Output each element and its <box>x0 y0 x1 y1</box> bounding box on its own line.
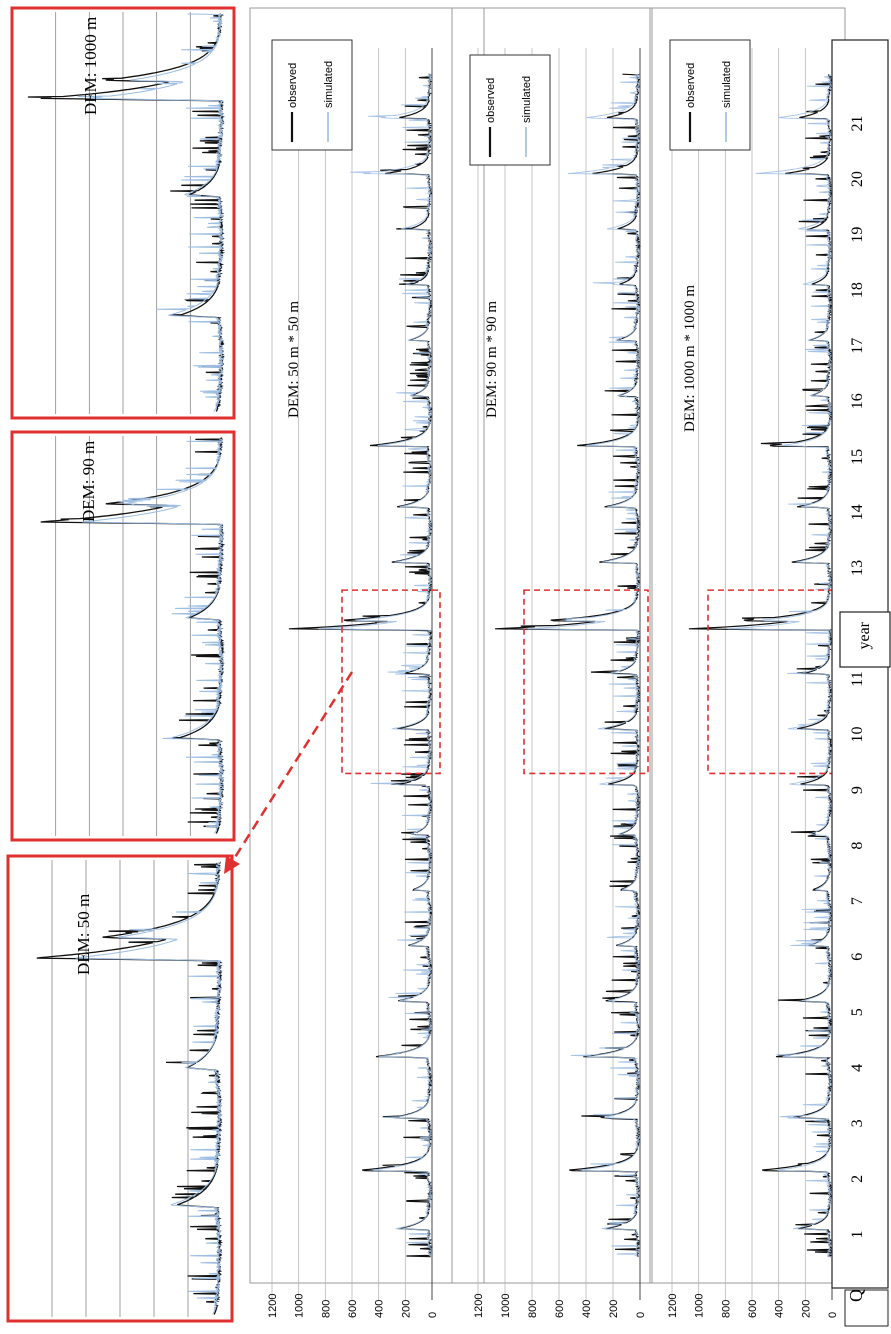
legend-panel-3: observed simulated <box>669 39 751 151</box>
y-tick-label: 400 <box>374 1300 386 1318</box>
x-tick-label: 6 <box>849 953 866 961</box>
zoom-series-simulated-1 <box>75 861 223 1315</box>
legend-simulated-label-1: simulated <box>323 61 335 108</box>
legend-observed-label-3: observed <box>685 63 697 108</box>
y-tick-label: 200 <box>608 1300 620 1318</box>
zoom-series-simulated-3 <box>77 13 225 412</box>
legend-panel-1: observed simulated <box>271 39 353 151</box>
x-tick-label: 7 <box>849 897 866 905</box>
zoom-arrow <box>230 671 354 863</box>
zoom-title-3: DEM: 1000 m <box>81 17 100 115</box>
panel-frames <box>249 7 846 1284</box>
main-panels: 1200 1000 800 600 400 200 0 1200 1000 800 600 400 20… <box>224 48 841 1318</box>
title-panel-1: DEM: 50 m * 50 m <box>286 301 302 418</box>
y-tick-label: 400 <box>581 1300 593 1318</box>
chart-panel-1: 1200 1000 800 600 400 200 0 <box>267 48 441 1318</box>
x-tick-label: 13 <box>849 560 866 576</box>
x-tick-label: 15 <box>849 449 866 465</box>
y-tick-label: 1200 <box>667 1294 679 1318</box>
x-tick-label: 11 <box>849 671 866 686</box>
zoom-panel-3 <box>10 6 236 420</box>
panel-frame-3 <box>649 7 846 1284</box>
series-simulated-2 <box>527 73 641 1258</box>
legend-simulated-label-2: simulated <box>521 76 533 123</box>
chart-panel-2: 1200 1000 800 600 400 200 0 <box>473 48 649 1318</box>
y-tick-label: 800 <box>720 1300 732 1318</box>
shared-axis: 123456789101112131415161718192021 <box>831 39 889 1327</box>
title-panel-3: DEM: 1000 m * 1000 m <box>682 285 698 432</box>
y-tick-label: 1000 <box>500 1294 512 1318</box>
x-tick-label: 2 <box>849 1175 866 1183</box>
y-tick-label: 800 <box>527 1300 539 1318</box>
title-panel-2: DEM: 90 m * 90 m <box>484 301 500 418</box>
xlabel: year <box>856 621 873 649</box>
x-tick-label: 17 <box>849 338 866 354</box>
series-simulated-3 <box>727 73 833 1258</box>
panel-frame-1 <box>249 7 485 1284</box>
zoom-panel-1 <box>6 854 234 1323</box>
x-tick-label: 20 <box>849 171 866 187</box>
x-tick-label: 14 <box>849 504 866 520</box>
y-tick-label: 0 <box>427 1312 439 1318</box>
zoom-panel-2 <box>10 430 236 842</box>
zoom-title-1: DEM: 50 m <box>74 894 93 975</box>
zoom-panels <box>6 6 236 1323</box>
xlabel-box <box>839 611 891 668</box>
ylabel-box <box>844 1289 889 1327</box>
legend-observed-label-1: observed <box>287 63 299 108</box>
x-tick-label: 4 <box>849 1064 866 1072</box>
series-observed-2 <box>495 73 642 1258</box>
chart-panel-3: 1200 1000 800 600 400 200 0 <box>667 48 841 1318</box>
series-simulated-1 <box>318 73 433 1257</box>
ylabel: Q <box>846 1289 866 1302</box>
x-tick-label: 8 <box>849 842 866 850</box>
y-tick-label: 600 <box>554 1300 566 1318</box>
zoom-arrow-head <box>224 856 240 874</box>
y-tick-label: 0 <box>827 1312 839 1318</box>
x-tick-label: 18 <box>849 282 866 298</box>
zoom-title-2: DEM: 90 m <box>79 441 98 522</box>
y-tick-label: 0 <box>635 1312 647 1318</box>
panel-frame-2 <box>451 7 653 1284</box>
x-tick-label: 21 <box>849 116 866 132</box>
series-observed-3 <box>688 74 834 1258</box>
legend-panel-2: observed simulated <box>469 54 551 166</box>
y-tick-label: 1000 <box>694 1294 706 1318</box>
y-tick-label: 600 <box>347 1300 359 1318</box>
y-tick-label: 1000 <box>294 1294 306 1318</box>
x-tick-label: 9 <box>849 786 866 794</box>
y-tick-label: 200 <box>400 1300 412 1318</box>
x-tick-label: 5 <box>849 1008 866 1016</box>
y-tick-label: 1200 <box>473 1294 485 1318</box>
legend-observed-label-2: observed <box>485 78 497 123</box>
zoom-region-box-1 <box>341 589 441 775</box>
y-tick-label: 400 <box>774 1300 786 1318</box>
x-tick-label: 16 <box>849 393 866 409</box>
legend-simulated-label-3: simulated <box>721 61 733 108</box>
y-tick-label: 800 <box>320 1300 332 1318</box>
y-tick-label: 600 <box>747 1300 759 1318</box>
y-tick-label: 200 <box>800 1300 812 1318</box>
y-tick-label: 1200 <box>267 1294 279 1318</box>
x-tick-label: 19 <box>849 227 866 243</box>
x-tick-label: 10 <box>849 727 866 743</box>
zoom-series-simulated-2 <box>82 437 225 834</box>
zoom-region-box-2 <box>523 589 649 775</box>
x-tick-label: 3 <box>849 1119 866 1127</box>
x-tick-label: 1 <box>849 1230 866 1238</box>
